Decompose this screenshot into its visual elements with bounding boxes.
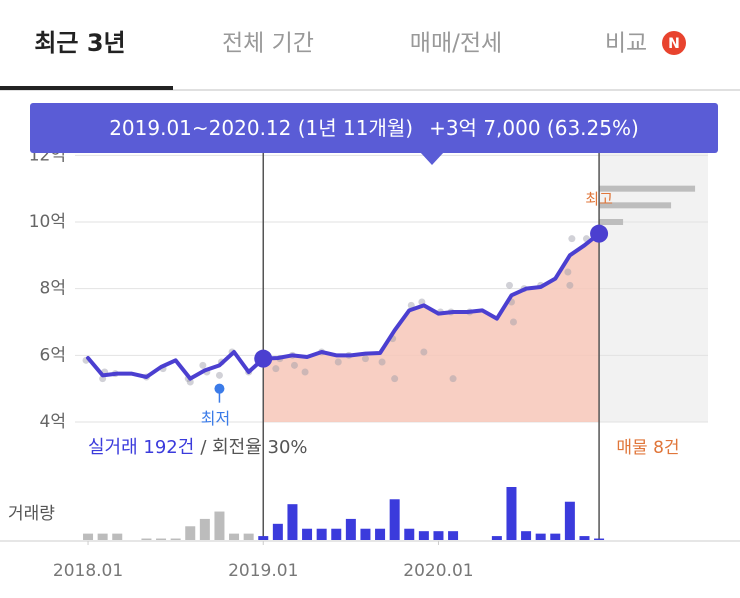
volume-bar	[389, 499, 400, 541]
volume-bar	[243, 533, 254, 541]
volume-bar	[258, 536, 269, 541]
volume-bar	[375, 528, 386, 541]
volume-bar	[156, 538, 167, 541]
trade-dot	[564, 268, 572, 276]
volume-bar	[83, 533, 94, 541]
range-dot	[590, 224, 609, 243]
volume-bar	[521, 531, 532, 541]
trade-dot	[568, 235, 576, 243]
trade-dot	[290, 361, 298, 369]
volume-bar	[141, 538, 152, 541]
volume-bar	[112, 533, 123, 541]
tooltip-change: +3억 7,000 (63.25%)	[429, 116, 639, 140]
volume-bar	[229, 533, 240, 541]
volume-bar	[433, 531, 444, 541]
tooltip-box	[30, 103, 718, 153]
y-tick-label: 6억	[40, 345, 66, 365]
volume-bar	[491, 536, 502, 541]
trade-dot	[449, 375, 457, 383]
trade-dot	[361, 355, 369, 363]
volume-label: 거래량	[8, 504, 55, 524]
range-area	[263, 233, 600, 422]
turnover: / 회전율 30%	[200, 437, 307, 458]
volume-bar	[564, 501, 575, 541]
x-tick-label: 2018.01	[53, 561, 123, 581]
tooltip-period: 2019.01~2020.12 (1년 11개월)	[109, 116, 413, 140]
trade-dot	[566, 281, 574, 289]
tooltip-pointer	[420, 152, 444, 165]
volume-bar	[331, 528, 342, 541]
volume-bar	[316, 528, 327, 541]
trade-dot	[509, 318, 517, 326]
listing-region	[599, 150, 708, 422]
tab[interactable]: 매매/전세	[410, 31, 502, 57]
tab[interactable]: 전체 기간	[222, 31, 314, 57]
volume-bar	[360, 528, 371, 541]
listing-bar	[599, 219, 624, 225]
volume-bar	[199, 518, 210, 541]
price-line	[86, 231, 602, 381]
x-tick-label: 2020.01	[403, 561, 473, 581]
trade-dot	[301, 368, 309, 376]
tab[interactable]: 최근 3년	[34, 29, 125, 57]
trade-dot	[378, 358, 386, 366]
deal-count: 실거래 192건	[88, 437, 194, 458]
active-tab-underline	[0, 86, 173, 90]
trade-dot	[272, 365, 280, 373]
listing-bar	[599, 202, 672, 209]
trade-dot	[391, 375, 399, 383]
volume-bar	[214, 511, 225, 541]
volume-bar	[594, 538, 605, 541]
trade-dot	[505, 281, 513, 289]
high-label: 최고	[585, 190, 613, 208]
trade-dot	[215, 371, 223, 379]
volume-bar	[345, 518, 356, 541]
tab[interactable]: 비교	[605, 31, 647, 57]
trade-dot	[420, 348, 428, 356]
y-tick-label: 10억	[29, 212, 66, 232]
volume-bar	[287, 504, 298, 541]
volume-bar	[302, 528, 313, 541]
badge	[662, 31, 686, 55]
y-tick-label: 4억	[40, 412, 66, 432]
volume-bar	[506, 487, 517, 541]
volume-bar	[550, 533, 561, 541]
low-dot	[214, 383, 225, 394]
trade-dot	[334, 358, 342, 366]
volume-bar	[579, 536, 590, 541]
listing-bar	[599, 185, 696, 192]
low-label: 최저	[201, 409, 230, 428]
volume-bar	[272, 523, 283, 541]
volume-bar	[97, 533, 108, 541]
x-tick-label: 2019.01	[228, 561, 298, 581]
volume-bar	[170, 538, 181, 541]
summary: 실거래 192건 / 회전율 30%	[88, 437, 308, 458]
trade-dot	[199, 361, 207, 369]
volume-bar	[185, 526, 196, 541]
volume-bar	[448, 531, 459, 541]
range-dot	[254, 349, 273, 368]
y-tick-label: 8억	[40, 279, 66, 299]
badge-text: N	[668, 36, 680, 52]
tooltip-text: 2019.01~2020.12 (1년 11개월) +3억 7,000 (63.2…	[109, 116, 639, 140]
volume-bar	[535, 533, 546, 541]
listing-count: 매물 8건	[616, 438, 679, 458]
volume-bar	[404, 528, 415, 541]
trade-dot	[186, 378, 194, 386]
volume-bar	[418, 531, 429, 541]
